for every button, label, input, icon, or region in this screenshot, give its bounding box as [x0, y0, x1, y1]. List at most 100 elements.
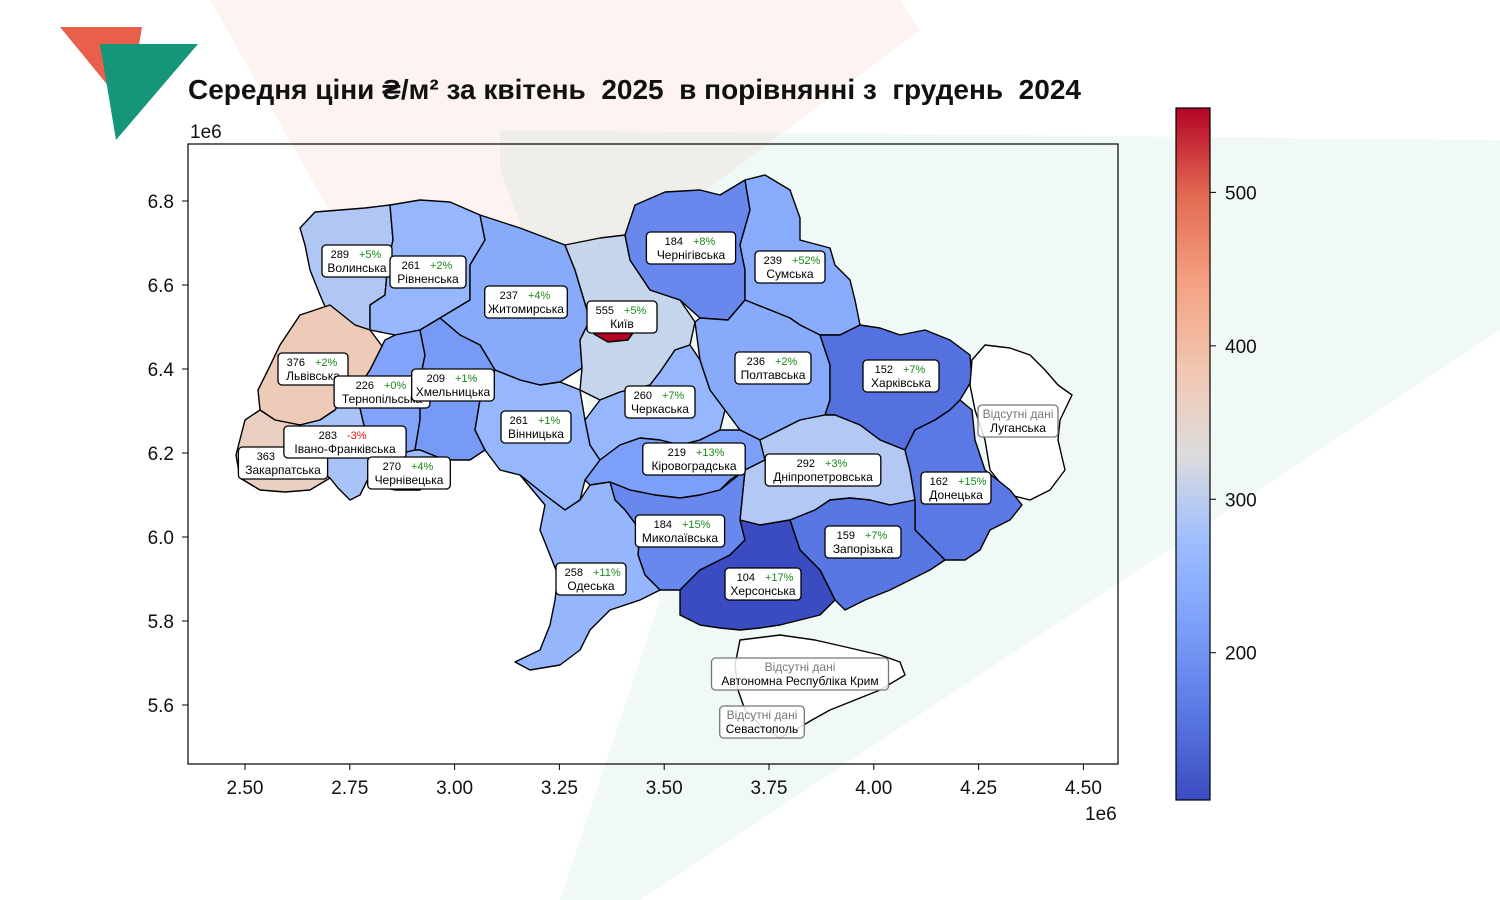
region-change: +0%	[384, 380, 407, 392]
region-label: 261 +2%Рівненська	[389, 255, 467, 289]
region-name: Волинська	[327, 261, 387, 275]
region-label: 219 +13%Кіровоградська	[642, 442, 746, 476]
colorbar-tick-label: 400	[1225, 337, 1257, 358]
region-price: 104	[737, 572, 755, 584]
region-name: Рівненська	[397, 272, 459, 286]
region-label-box	[624, 385, 696, 419]
region-label-box	[411, 368, 495, 402]
region-price: 376	[287, 357, 305, 369]
region-name: Миколаївська	[642, 531, 719, 545]
region-label-box	[754, 250, 826, 284]
region-price: 555	[596, 305, 614, 317]
region-name: Одеська	[567, 579, 615, 593]
region-name: Чернівецька	[375, 473, 444, 487]
region-price: 289	[331, 249, 349, 261]
region-price: 159	[837, 530, 855, 542]
region-change: +3%	[825, 458, 848, 470]
x-tick-label: 3.25	[541, 778, 578, 799]
region-price: 226	[356, 380, 374, 392]
region-change: +2%	[315, 357, 338, 369]
region-label-box	[824, 525, 902, 559]
region-label: 239 +52%Сумська	[754, 250, 826, 284]
region-label-box	[277, 352, 349, 386]
region-name: Запорізька	[833, 542, 894, 556]
x-tick-label: 4.25	[960, 778, 997, 799]
region-label-box	[555, 562, 627, 596]
y-tick-label: 5.6	[148, 696, 174, 717]
region-label: 104 +17%Херсонська	[724, 567, 802, 601]
region-price: 292	[797, 458, 815, 470]
region-label: 261 +1%Вінницька	[500, 410, 572, 444]
missing-data-note: Відсутні дані	[727, 708, 798, 722]
region-label-box	[734, 351, 812, 385]
region-name: Чернігівська	[657, 248, 726, 262]
region-name: Херсонська	[730, 584, 796, 598]
region-change: +1%	[538, 415, 561, 427]
region-name: Івано-Франківська	[294, 442, 396, 456]
missing-data-note: Відсутні дані	[983, 407, 1054, 421]
region-label: 159 +7%Запорізька	[824, 525, 902, 559]
region-change: +17%	[765, 572, 794, 584]
x-tick-label: 4.50	[1065, 778, 1102, 799]
x-tick-label: 2.50	[227, 778, 264, 799]
region-price: 363	[257, 451, 275, 463]
region-label: 236 +2%Полтавська	[734, 351, 812, 385]
region-label: 270 +4%Чернівецька	[367, 456, 451, 490]
region-label-box	[367, 456, 451, 490]
region-label: 292 +3%Дніпропетровська	[764, 453, 882, 487]
region-label: 555 +5%Київ	[586, 300, 658, 334]
x-tick-label: 3.00	[436, 778, 473, 799]
colorbar-ticks: 500 400 300 200	[1210, 183, 1257, 665]
missing-label-box	[719, 705, 805, 739]
x-tick-label: 2.75	[331, 778, 368, 799]
region-price: 209	[427, 373, 445, 385]
colorbar	[1175, 107, 1211, 801]
region-change: +5%	[359, 249, 382, 261]
region-name: Харківська	[871, 376, 931, 390]
region-change: +15%	[682, 519, 711, 531]
missing-region-name: Луганська	[990, 421, 1046, 435]
y-axis-multiplier: 1e6	[190, 122, 222, 143]
region-change: +8%	[693, 236, 716, 248]
region-label-box	[764, 453, 882, 487]
region-price: 162	[930, 476, 948, 488]
x-tick-label: 4.00	[855, 778, 892, 799]
region-label: 152 +7%Харківська	[862, 359, 940, 393]
region-price: 283	[319, 430, 337, 442]
region-name: Дніпропетровська	[773, 470, 873, 484]
region-price: 152	[875, 364, 893, 376]
region-price: 236	[747, 356, 765, 368]
region-price: 261	[402, 260, 420, 272]
region-change: +5%	[624, 305, 647, 317]
missing-label-box	[710, 657, 890, 691]
region-price: 258	[565, 567, 583, 579]
region-label-box	[484, 285, 568, 319]
y-tick-label: 6.0	[148, 528, 174, 549]
missing-region-name: Севастополь	[726, 722, 798, 736]
region-name: Полтавська	[741, 368, 806, 382]
region-name: Львівська	[286, 369, 340, 383]
region-change: +7%	[903, 364, 926, 376]
region-name: Кіровоградська	[651, 459, 736, 473]
x-tick-label: 3.50	[646, 778, 683, 799]
region-label: 258 +11%Одеська	[555, 562, 627, 596]
region-label-box	[920, 471, 992, 505]
colorbar-tick-label: 500	[1225, 183, 1257, 204]
region-name: Закарпатська	[245, 463, 321, 477]
region-price: 237	[500, 290, 518, 302]
map-axes-frame	[187, 143, 1119, 765]
colorbar-tick-label: 300	[1225, 490, 1257, 511]
region-name: Донецька	[929, 488, 983, 502]
region-change: +7%	[662, 390, 685, 402]
region-name: Вінницька	[508, 427, 564, 441]
region-change: +4%	[411, 461, 434, 473]
region-change: +52%	[792, 255, 821, 267]
missing-data-note: Відсутні дані	[765, 660, 836, 674]
region-label: 289 +5%Волинська	[321, 244, 393, 278]
region-label: 376 +2%Львівська	[277, 352, 349, 386]
region-change: +7%	[865, 530, 888, 542]
region-label-box	[500, 410, 572, 444]
